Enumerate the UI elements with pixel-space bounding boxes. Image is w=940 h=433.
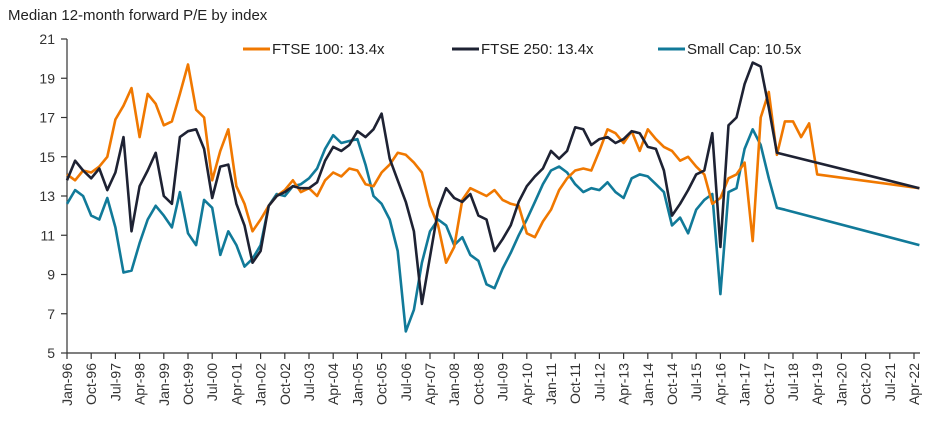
y-tick-label: 9 (47, 267, 55, 283)
x-tick-label: Jan-96 (59, 363, 75, 406)
x-tick-label: Oct-20 (858, 363, 874, 405)
x-tick-label: Jan-99 (156, 363, 172, 406)
x-tick-label: Oct-17 (761, 363, 777, 405)
y-tick-label: 5 (47, 345, 55, 361)
legend-label: FTSE 100: 13.4x (272, 41, 385, 58)
series-line-ftse-100 (66, 63, 920, 264)
y-axis: 5 7 9 11 13 15 17 19 21 (39, 31, 68, 361)
legend-label: Small Cap: 10.5x (687, 41, 802, 58)
y-tick-label: 21 (39, 31, 55, 47)
x-tick-label: Jul-09 (495, 363, 511, 401)
series-line-small-cap (65, 128, 920, 333)
x-tick-label: Oct-96 (83, 363, 99, 405)
x-tick-label: Apr-10 (519, 363, 535, 405)
x-tick-label: Apr-01 (228, 363, 244, 405)
x-tick-label: Apr-13 (616, 363, 632, 405)
legend: FTSE 100: 13.4x FTSE 250: 13.4x Small Cap:… (243, 41, 802, 58)
x-tick-label: Jul-00 (204, 363, 220, 401)
legend-label: FTSE 250: 13.4x (481, 41, 594, 58)
y-tick-label: 19 (39, 70, 55, 86)
x-tick-label: Jul-21 (882, 363, 898, 401)
series-line-ftse-250 (65, 61, 920, 306)
x-tick-label: Jul-97 (107, 363, 123, 401)
x-tick-label: Apr-04 (325, 363, 341, 405)
x-tick-label: Jan-11 (543, 363, 559, 405)
series-group (65, 61, 920, 333)
x-tick-label: Jan-08 (446, 363, 462, 406)
chart-title: Median 12-month forward P/E by index (8, 7, 268, 24)
x-axis: Jan-96 Oct-96 Jul-97 Apr-98 Jan-99 Oct-99 Jul-… (59, 352, 922, 406)
x-tick-label: Jan-05 (349, 363, 365, 406)
y-tick-label: 7 (47, 306, 55, 322)
x-tick-label: Jul-03 (301, 363, 317, 401)
x-tick-label: Oct-99 (180, 363, 196, 405)
x-tick-label: Oct-08 (470, 363, 486, 405)
y-tick-label: 17 (39, 110, 55, 126)
x-tick-label: Jan-02 (253, 363, 269, 406)
y-tick-label: 11 (40, 227, 55, 243)
x-tick-label: Apr-07 (422, 363, 438, 405)
x-tick-label: Oct-02 (277, 363, 293, 405)
x-tick-label: Apr-16 (712, 363, 728, 405)
x-tick-label: Jul-06 (398, 363, 414, 401)
x-tick-label: Jul-15 (688, 363, 704, 401)
x-tick-label: Oct-11 (567, 363, 583, 404)
x-tick-label: Apr-19 (809, 363, 825, 405)
x-tick-label: Jul-18 (785, 363, 801, 401)
x-tick-label: Jan-14 (640, 363, 656, 406)
x-tick-label: Apr-98 (132, 363, 148, 405)
y-tick-label: 15 (39, 149, 55, 165)
x-tick-label: Jan-17 (737, 363, 753, 406)
x-tick-label: Apr-22 (906, 363, 922, 405)
x-tick-label: Oct-14 (664, 363, 680, 405)
y-tick-label: 13 (39, 188, 55, 204)
x-tick-label: Jul-12 (591, 363, 607, 401)
x-tick-label: Oct-05 (374, 363, 390, 405)
x-tick-label: Jan-20 (833, 363, 849, 406)
